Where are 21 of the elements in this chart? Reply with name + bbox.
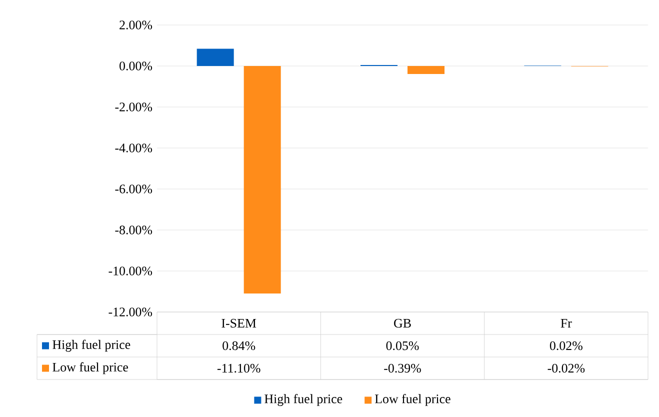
legend-label: Low fuel price bbox=[374, 394, 450, 406]
x-tick-label: Fr bbox=[560, 319, 572, 328]
text: Low fuel price bbox=[52, 362, 128, 374]
data-label: -0.02% bbox=[548, 364, 585, 373]
data-label: -11.10% bbox=[217, 364, 260, 373]
legend-label: High fuel price bbox=[52, 340, 130, 352]
y-tick-label: 2.00% bbox=[120, 20, 152, 30]
data-label: 0.84% bbox=[222, 341, 256, 350]
data-label: 0.05% bbox=[386, 341, 419, 350]
data-label: -0.39% bbox=[384, 364, 421, 373]
x-tick-label: I-SEM bbox=[222, 318, 256, 328]
x-tick-label: GB bbox=[394, 318, 411, 328]
y-tick-label: -2.00% bbox=[115, 102, 152, 112]
y-tick-label: -6.00% bbox=[115, 184, 152, 194]
data-label: 0.02% bbox=[550, 341, 582, 350]
text: High fuel price bbox=[264, 394, 342, 406]
y-tick-label: -8.00% bbox=[115, 226, 152, 234]
y-tick-label: -4.00% bbox=[115, 144, 152, 152]
y-tick-label: 0.00% bbox=[120, 62, 152, 70]
y-tick-label: -12.00% bbox=[108, 308, 152, 316]
y-tick-label: -10.00% bbox=[108, 266, 152, 276]
